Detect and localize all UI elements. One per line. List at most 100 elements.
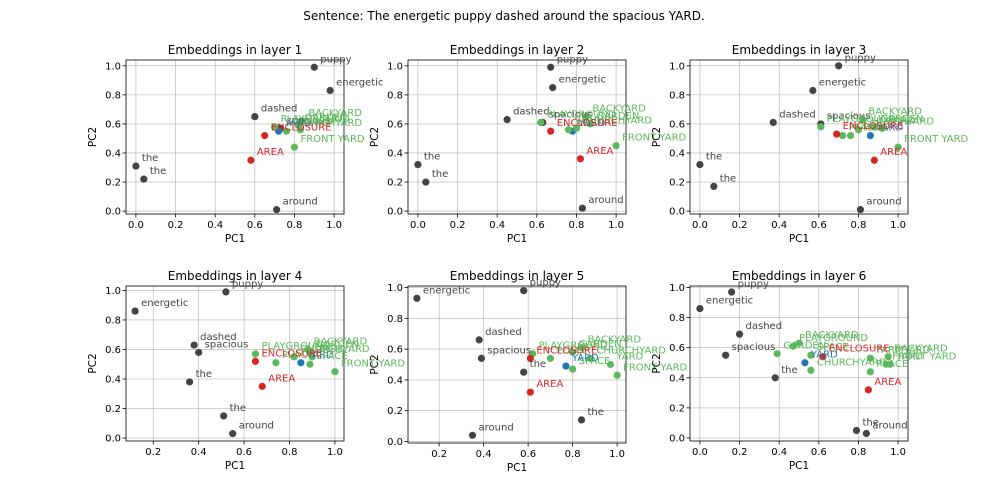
y-tick-label: 0.6 — [105, 345, 121, 356]
point-label: puppy — [738, 279, 769, 290]
data-point — [882, 360, 890, 368]
data-point — [537, 118, 545, 127]
point-label: BACKYARD — [592, 104, 646, 115]
data-point — [769, 118, 777, 127]
point-label: SPACE — [817, 342, 849, 353]
point-label: SPACE — [579, 356, 611, 367]
data-point — [613, 371, 621, 379]
data-point — [817, 123, 825, 131]
point-label: YARD — [887, 115, 915, 126]
point-label: CHURCHYARD — [582, 115, 652, 126]
data-point — [310, 63, 318, 71]
point-label: CHURCHYARD — [817, 357, 887, 368]
data-point — [290, 353, 298, 361]
point-label: ENCLOSURE — [536, 345, 597, 356]
point-label: YARD — [571, 353, 599, 364]
panel-layer-6: 0.0 0.2 0.4 0.6 0.8 1.0 0.0 0.2 0.4 0.6 0.8 1.0 PC1 P… — [651, 269, 957, 472]
y-tick-label: 0.8 — [387, 90, 403, 101]
point-label: puppy — [232, 279, 263, 290]
data-point — [251, 357, 260, 365]
data-point — [577, 416, 586, 424]
data-point — [132, 162, 140, 170]
data-point — [569, 348, 577, 356]
point-label: spacious — [549, 109, 593, 120]
data-point — [547, 127, 555, 135]
y-tick-label: 0.0 — [105, 434, 121, 445]
data-point — [229, 430, 237, 438]
y-tick-label: 0.8 — [669, 90, 685, 101]
data-point — [866, 131, 874, 140]
point-label: AREA — [268, 373, 295, 384]
data-point — [576, 155, 585, 163]
y-tick-label: 0.4 — [105, 148, 121, 159]
data-point — [308, 353, 316, 361]
point-label: GARDEN — [579, 339, 622, 350]
point-label: AREA — [586, 146, 613, 157]
x-tick-label: 0.8 — [851, 220, 867, 231]
y-tick-label: 1.0 — [387, 283, 403, 294]
figure-suptitle: Sentence: The energetic puppy dashed aro… — [303, 9, 705, 23]
data-point — [606, 360, 615, 369]
point-label: dashed — [200, 332, 237, 343]
data-point — [819, 353, 827, 361]
x-tick-label: 0.4 — [771, 447, 787, 458]
y-tick-label: 0.6 — [669, 343, 685, 354]
y-tick-label: 0.8 — [387, 314, 403, 325]
panel-title: Embeddings in layer 5 — [450, 269, 584, 283]
y-axis-label: PC2 — [369, 127, 381, 147]
x-axis-label: PC1 — [225, 460, 245, 472]
point-label: PLAYGROUND — [827, 114, 896, 125]
data-point — [297, 359, 305, 367]
x-tick-label: 0.2 — [732, 220, 748, 231]
point-label: CHURCHYARD — [300, 344, 370, 355]
panel-title: Embeddings in layer 6 — [732, 269, 866, 283]
point-label: puppy — [530, 278, 561, 289]
data-point — [261, 131, 269, 140]
data-point — [185, 378, 194, 386]
data-point — [572, 124, 581, 132]
data-point — [258, 382, 266, 390]
point-label: PLACE — [876, 359, 908, 370]
point-label: YARD — [305, 117, 333, 128]
x-axis-label: PC1 — [507, 462, 527, 474]
x-tick-label: 1.0 — [890, 447, 906, 458]
point-label: ENCLOSURE — [557, 118, 618, 129]
data-point — [894, 143, 902, 151]
point-label: energetic — [819, 78, 866, 89]
y-tick-label: 0.8 — [669, 313, 685, 324]
y-tick-label: 1.0 — [387, 61, 403, 72]
data-point — [251, 350, 260, 358]
data-point — [526, 354, 534, 362]
point-label: puppy — [557, 54, 588, 65]
point-label: the — [196, 369, 212, 380]
point-label: around — [866, 197, 901, 208]
data-point — [710, 182, 718, 190]
point-label: SPACE — [857, 123, 889, 134]
point-label: GARDEN — [316, 339, 359, 350]
y-tick-label: 0.0 — [387, 437, 403, 448]
point-label: AREA — [257, 147, 284, 158]
y-tick-label: 1.0 — [669, 61, 685, 72]
point-label: PLAYGROUND — [261, 341, 330, 352]
data-point — [547, 63, 555, 71]
x-axis-label: PC1 — [789, 233, 809, 245]
point-label: GARDEN — [596, 111, 639, 122]
x-tick-label: 0.4 — [191, 447, 207, 458]
data-point — [835, 62, 843, 70]
point-label: energetic — [423, 285, 470, 296]
data-point — [247, 156, 255, 164]
point-label: the — [781, 365, 797, 376]
data-point — [582, 113, 590, 121]
point-label: the — [432, 169, 448, 180]
axes-frame — [125, 285, 345, 442]
point-label: SPACE — [316, 351, 348, 362]
point-label: YARD — [574, 117, 602, 128]
data-point — [722, 351, 730, 359]
point-label: dashed — [261, 104, 298, 115]
axes-frame — [407, 59, 627, 215]
data-point — [422, 178, 430, 186]
data-point — [526, 388, 534, 396]
point-label: PLAYGROUND — [547, 109, 616, 120]
y-tick-label: 0.0 — [105, 207, 121, 218]
data-point — [477, 354, 486, 362]
